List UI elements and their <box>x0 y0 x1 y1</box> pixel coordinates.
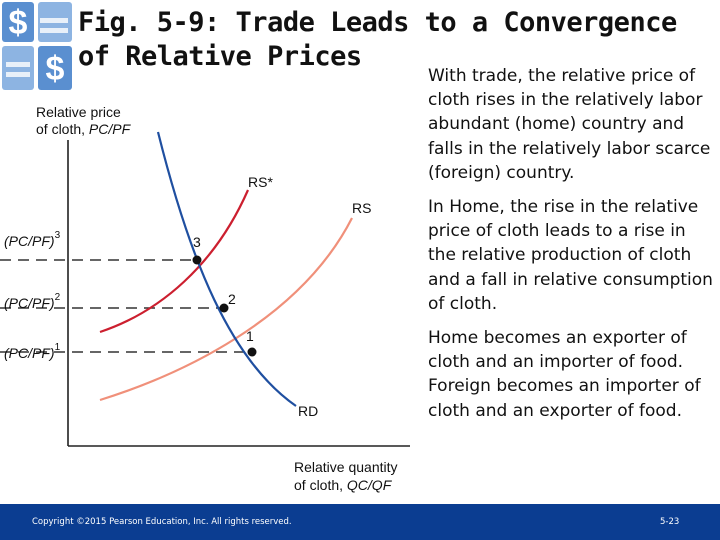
y-axis-label-line2: of cloth, PC/PF <box>36 121 132 137</box>
copyright-text: Copyright ©2015 Pearson Education, Inc. … <box>32 517 292 527</box>
equilibrium-point-3 <box>192 255 202 265</box>
title-line-2: of Relative Prices <box>78 41 362 72</box>
equilibrium-point-1 <box>247 347 257 357</box>
bullet-paragraph: Home becomes an exporter of cloth and an… <box>428 328 701 421</box>
svg-text:$: $ <box>46 50 65 88</box>
footer-bar: Copyright ©2015 Pearson Education, Inc. … <box>0 504 720 540</box>
x-axis-variable: QC/QF <box>347 477 393 493</box>
rd-label: RD <box>298 403 318 419</box>
x-axis-label-line1: Relative quantity <box>294 459 398 475</box>
rs-curve <box>99 217 353 402</box>
price-level-1-label: (PC/PF)1 <box>4 342 61 361</box>
equilibrium-point-2 <box>219 303 229 313</box>
slide-number: 5-23 <box>660 517 680 527</box>
rs-label: RS <box>352 200 371 216</box>
point-2-label: 2 <box>228 291 236 307</box>
svg-text:$: $ <box>9 4 28 42</box>
slide-title: Fig. 5-9: Trade Leads to a Convergence o… <box>78 6 677 74</box>
rs-star-curve <box>99 189 250 334</box>
price-level-3-label: (PC/PF)3 <box>4 230 61 249</box>
y-axis-variable: PC/PF <box>89 121 132 137</box>
bullet-paragraph: In Home, the rise in the relative price … <box>428 197 713 314</box>
point-3-label: 3 <box>193 234 201 250</box>
title-line-1: Fig. 5-9: Trade Leads to a Convergence <box>78 7 677 38</box>
dollar-logo-icon: $ $ <box>0 0 74 92</box>
y-axis-label-line1: Relative price <box>36 104 121 120</box>
explanation-text: With trade, the relative price of cloth … <box>428 64 714 433</box>
bullet-paragraph: With trade, the relative price of cloth … <box>428 66 711 183</box>
rs-star-label: RS* <box>248 174 273 190</box>
point-1-label: 1 <box>246 328 254 344</box>
rd-curve <box>156 131 297 407</box>
price-level-2-label: (PC/PF)2 <box>4 292 61 311</box>
x-axis-label-line2: of cloth, QC/QF <box>294 477 393 493</box>
supply-demand-graph: Relative price of cloth, PC/PF Relative … <box>0 104 410 493</box>
